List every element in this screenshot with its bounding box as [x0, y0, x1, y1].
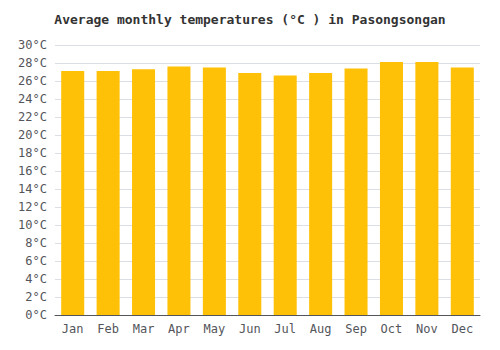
svg-text:Oct: Oct: [381, 322, 403, 336]
svg-text:May: May: [204, 322, 226, 336]
svg-text:20°C: 20°C: [18, 128, 47, 142]
svg-text:Mar: Mar: [133, 322, 155, 336]
svg-text:4°C: 4°C: [25, 272, 47, 286]
svg-text:12°C: 12°C: [18, 200, 47, 214]
svg-text:Average monthly temperatures (: Average monthly temperatures (°C ) in Pa…: [54, 12, 445, 27]
svg-text:Aug: Aug: [310, 322, 332, 336]
svg-text:8°C: 8°C: [25, 236, 47, 250]
svg-text:14°C: 14°C: [18, 182, 47, 196]
svg-text:6°C: 6°C: [25, 254, 47, 268]
svg-text:Jun: Jun: [239, 322, 261, 336]
svg-text:24°C: 24°C: [18, 92, 47, 106]
svg-text:Nov: Nov: [416, 322, 438, 336]
svg-text:Feb: Feb: [97, 322, 119, 336]
svg-text:18°C: 18°C: [18, 146, 47, 160]
svg-text:10°C: 10°C: [18, 218, 47, 232]
svg-text:Dec: Dec: [451, 322, 473, 336]
svg-text:Jan: Jan: [62, 322, 84, 336]
svg-text:16°C: 16°C: [18, 164, 47, 178]
svg-text:26°C: 26°C: [18, 74, 47, 88]
svg-text:30°C: 30°C: [18, 38, 47, 52]
svg-text:Jul: Jul: [274, 322, 296, 336]
svg-text:0°C: 0°C: [25, 308, 47, 322]
svg-text:2°C: 2°C: [25, 290, 47, 304]
svg-text:Sep: Sep: [345, 322, 367, 336]
svg-text:28°C: 28°C: [18, 56, 47, 70]
svg-text:22°C: 22°C: [18, 110, 47, 124]
svg-text:Apr: Apr: [168, 322, 190, 336]
